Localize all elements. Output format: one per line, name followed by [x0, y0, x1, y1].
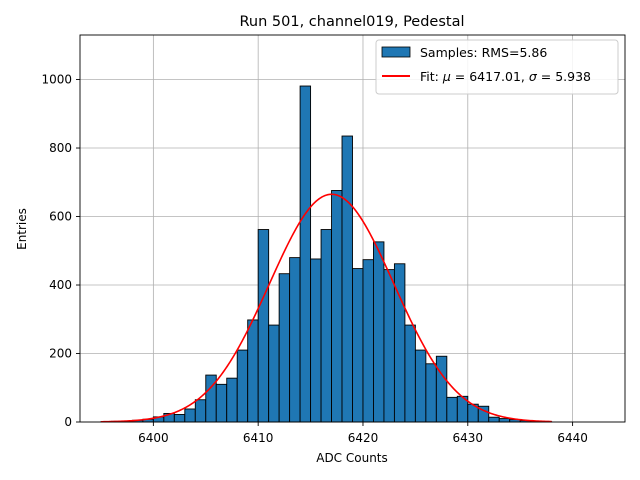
- x-tick-label: 6440: [557, 431, 588, 445]
- histogram-bar: [498, 418, 511, 423]
- histogram-bar: [352, 268, 364, 423]
- histogram-bar: [414, 349, 427, 423]
- legend-label-samples: Samples: RMS=5.86: [420, 45, 547, 60]
- histogram-bar: [299, 85, 312, 423]
- y-axis-label: Entries: [15, 208, 29, 250]
- chart-title: Run 501, channel019, Pedestal: [239, 14, 464, 30]
- histogram-bar: [173, 414, 186, 423]
- histogram-bar: [373, 241, 385, 423]
- histogram-bar: [320, 229, 332, 423]
- histogram-bar: [383, 269, 395, 423]
- x-tick-label: 6430: [453, 431, 484, 445]
- x-tick-label: 6420: [348, 431, 379, 445]
- histogram-bar: [247, 319, 259, 423]
- histogram-bar: [435, 355, 448, 423]
- x-tick-label: 6410: [243, 431, 274, 445]
- plot-frame: [79, 34, 626, 423]
- y-tick-label: 200: [49, 347, 72, 361]
- histogram-bar: [184, 408, 196, 423]
- y-tick-label: 1000: [41, 73, 72, 87]
- histogram-bar: [362, 259, 374, 423]
- histogram-bar: [257, 229, 270, 423]
- y-tick-label: 0: [64, 415, 72, 429]
- fit-curve: [100, 193, 552, 423]
- histogram-bar: [404, 324, 416, 423]
- x-tick-label: 6400: [138, 431, 169, 445]
- x-axis-label: ADC Counts: [316, 451, 388, 465]
- histogram-bar: [446, 396, 458, 423]
- y-tick-label: 800: [49, 141, 72, 155]
- histogram-bar: [268, 324, 280, 423]
- histogram-bar: [488, 416, 500, 423]
- histogram-bar: [341, 135, 353, 423]
- histogram-bar: [331, 190, 343, 423]
- legend-label-fit: Fit: μ = 6417.01, σ = 5.938: [420, 69, 591, 84]
- histogram-bar: [194, 399, 207, 423]
- y-tick-label: 400: [49, 278, 72, 292]
- legend: Samples: RMS=5.86 Fit: μ = 6417.01, σ = …: [375, 39, 619, 95]
- histogram-bar: [310, 258, 322, 423]
- legend-swatch-samples: [381, 46, 411, 58]
- y-tick-label: 600: [49, 210, 72, 224]
- histogram-bar: [425, 363, 437, 423]
- histogram-bar: [289, 257, 301, 423]
- histogram-bar: [215, 383, 228, 423]
- y-axis-ticks: 0 200 400 600 800 1000: [41, 73, 80, 429]
- histogram-bar: [278, 273, 291, 423]
- legend-box: [375, 39, 619, 95]
- histogram-bar: [236, 349, 249, 423]
- x-axis-ticks: 6400 6410 6420 6430 6440: [138, 422, 588, 445]
- histogram-bar: [226, 377, 238, 423]
- histogram-bars: [100, 85, 553, 423]
